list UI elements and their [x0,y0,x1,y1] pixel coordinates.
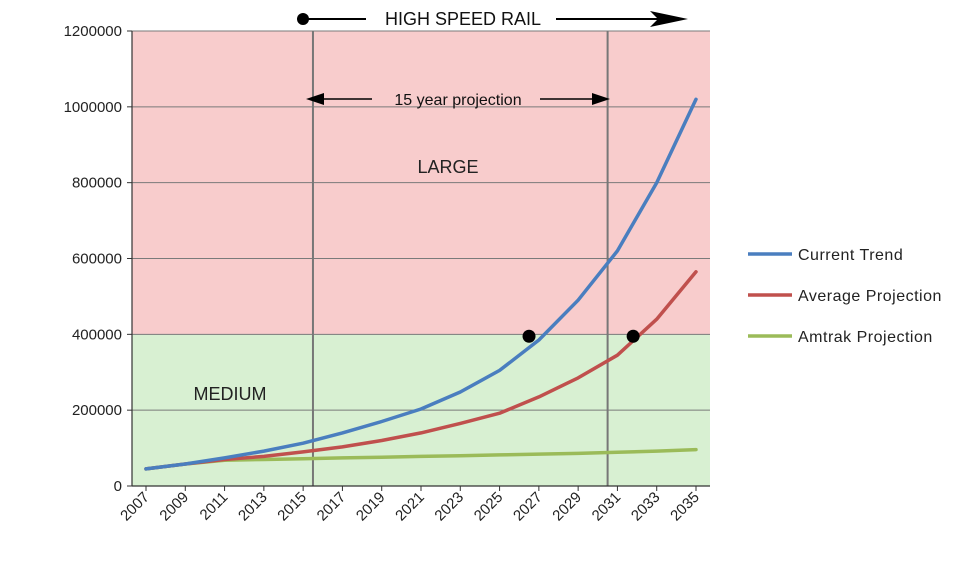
x-tick-label: 2033 [628,489,664,525]
series-line-current-trend [144,97,698,471]
projection-arrowhead-left [306,93,324,105]
high-speed-rail-arrowhead [650,11,688,27]
x-tick-label: 2027 [510,489,546,525]
legend-label-average-projection: Average Projection [798,288,942,305]
high-speed-rail-annotation: HIGH SPEED RAIL [297,9,688,29]
x-tick-label: 2019 [353,489,389,525]
y-axis-ticks: 0 200000 400000 600000 800000 1000000 1200000 [64,23,132,495]
projection-boundaries [311,31,609,486]
threshold-marker [522,329,536,343]
threshold-markers [522,329,640,343]
projection-label: 15 year projection [394,92,521,109]
y-tick-label: 600000 [72,251,122,268]
x-tick-label: 2021 [392,489,428,525]
legend-label-amtrak-projection: Amtrak Projection [798,329,933,346]
x-tick-label: 2025 [471,489,507,525]
x-tick-label: 2013 [235,489,271,525]
y-tick-label: 200000 [72,402,122,419]
threshold-marker [626,329,640,343]
x-tick-label: 2029 [549,489,585,525]
x-tick-label: 2017 [314,489,350,525]
y-tick-label: 400000 [72,326,122,343]
legend-label-current-trend: Current Trend [798,247,903,264]
x-tick-label: 2007 [117,489,153,525]
legend: Current Trend Average Projection Amtrak Pr… [748,247,942,346]
y-tick-label: 1000000 [64,99,122,116]
fifteen-year-projection-annotation: 15 year projection [306,92,610,109]
x-tick-label: 2023 [431,489,467,525]
x-axis-ticks: 2007 2009 2011 2013 2015 2017 2019 2021 2023 2025… [117,486,703,524]
zone-labels: LARGE MEDIUM [194,157,479,404]
zone-label-large: LARGE [417,157,478,177]
high-speed-rail-label: HIGH SPEED RAIL [385,9,541,29]
series-line-average-projection [144,270,698,471]
x-tick-label: 2031 [589,489,625,525]
y-tick-label: 1200000 [64,23,122,40]
series-lines [144,97,698,471]
x-tick-label: 2035 [667,489,703,525]
x-tick-label: 2011 [197,489,232,524]
x-tick-label: 2015 [274,489,310,525]
projection-arrowhead-right [592,93,610,105]
zone-label-medium: MEDIUM [194,384,267,404]
y-tick-label: 800000 [72,175,122,192]
y-tick-label: 0 [114,478,122,495]
x-tick-label: 2009 [156,489,192,525]
